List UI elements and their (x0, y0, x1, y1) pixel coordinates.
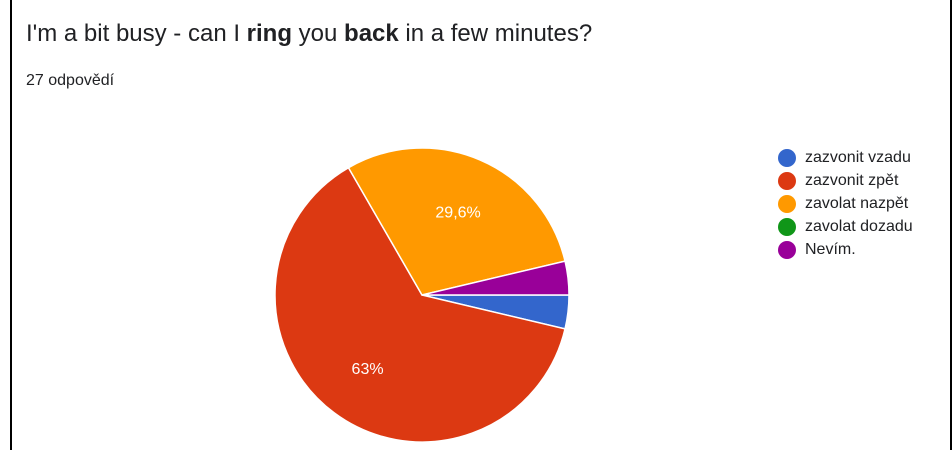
pie-slice[interactable] (347, 147, 566, 296)
title-part: in a few minutes? (398, 20, 593, 47)
legend-label: Nevím. (805, 240, 856, 258)
title-part-bold: ring (246, 20, 292, 47)
title-part-bold: back (344, 20, 399, 47)
pie-slice[interactable] (421, 260, 570, 296)
legend-item[interactable]: zazvonit zpět (778, 169, 913, 192)
legend-swatch (778, 171, 796, 190)
chart-legend: zazvonit vzadu zazvonit zpět zavolat nazpě… (778, 146, 913, 261)
legend-item[interactable]: Nevím. (778, 238, 913, 261)
legend-swatch (778, 217, 796, 236)
slice-data-label: 29,6% (435, 204, 480, 221)
slice-data-label: 63% (352, 361, 384, 378)
legend-swatch (778, 240, 796, 259)
legend-swatch (778, 194, 796, 213)
title-part: you (292, 20, 345, 47)
legend-item[interactable]: zavolat nazpět (778, 192, 913, 215)
legend-item[interactable]: zavolat dozadu (778, 215, 913, 238)
legend-swatch (778, 148, 796, 167)
legend-label: zavolat nazpět (805, 194, 909, 212)
response-count: 27 odpovědí (26, 72, 115, 89)
legend-label: zavolat dozadu (805, 217, 913, 235)
question-title: I'm a bit busy - can I ring you back in … (26, 18, 592, 50)
pie-slice[interactable] (274, 166, 566, 443)
legend-label: zazvonit vzadu (805, 148, 911, 166)
legend-item[interactable]: zazvonit vzadu (778, 146, 913, 169)
title-part: I'm a bit busy - can I (26, 20, 247, 47)
legend-label: zazvonit zpět (805, 171, 899, 189)
